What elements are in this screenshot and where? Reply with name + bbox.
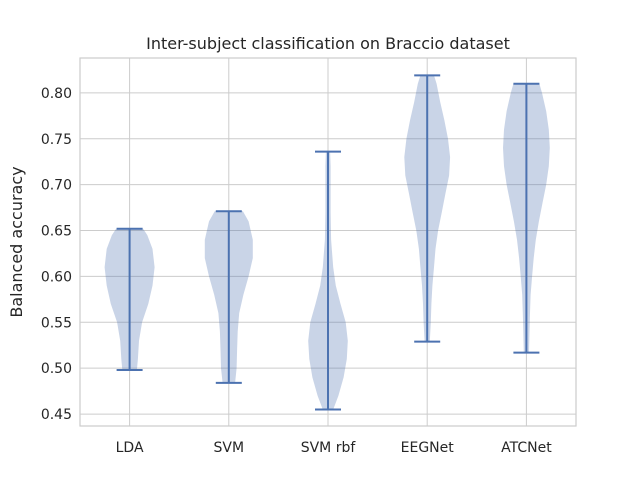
plot-frame [79, 57, 577, 427]
chart-title: Inter-subject classification on Braccio … [146, 34, 510, 53]
tick-labels: 0.45 0.50 0.55 0.60 0.65 0.70 0.75 0.80 LDA SVM SV… [41, 86, 552, 456]
violins [104, 74, 550, 411]
x-tick-label: EEGNet [401, 440, 455, 456]
y-tick-label: 0.70 [41, 178, 72, 194]
y-tick-label: 0.50 [41, 361, 72, 377]
y-tick-label: 0.60 [41, 269, 72, 285]
violin-atcnet [503, 82, 550, 354]
y-tick-label: 0.55 [41, 315, 72, 331]
y-tick-label: 0.75 [41, 132, 72, 148]
violin-svm [204, 210, 253, 384]
x-tick-label: LDA [116, 440, 144, 456]
x-tick-label: SVM rbf [301, 440, 357, 456]
y-axis-label: Balanced accuracy [7, 166, 26, 317]
y-tick-label: 0.65 [41, 224, 72, 240]
y-tick-label: 0.45 [41, 407, 72, 423]
x-tick-label: ATCNet [501, 440, 552, 456]
violin-svm-rbf [308, 150, 348, 411]
x-tick-label: SVM [214, 440, 245, 456]
violin-eegnet [404, 74, 451, 343]
y-tick-label: 0.80 [41, 86, 72, 102]
violin-lda [104, 227, 155, 372]
